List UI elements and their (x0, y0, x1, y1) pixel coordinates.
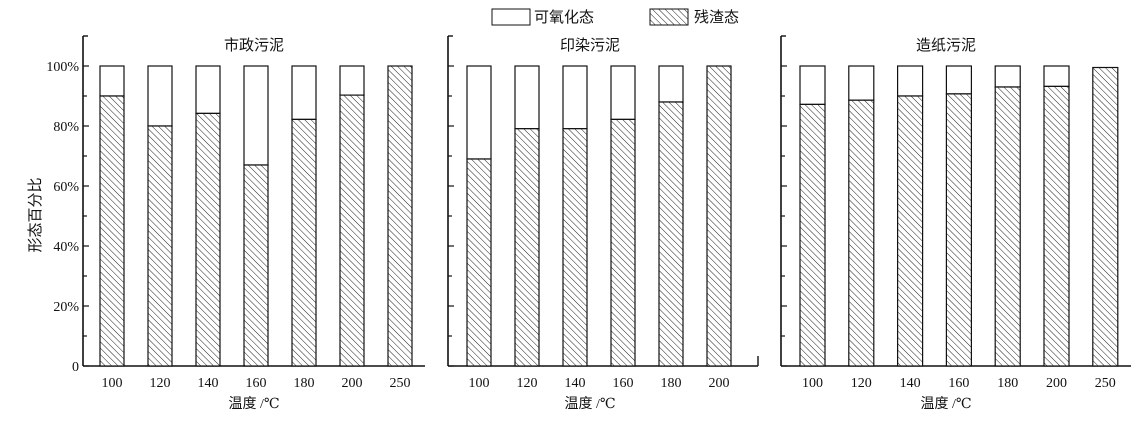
x-tick-label: 160 (613, 376, 634, 391)
x-tick-label: 200 (342, 376, 363, 391)
bar-oxidizable (994, 65, 1021, 88)
legend-swatch-residual (649, 8, 689, 26)
bar-residual (945, 93, 973, 367)
panel-title: 造纸污泥 (916, 37, 976, 54)
x-axis-label: 温度 /℃ (564, 396, 615, 412)
bar-group-120 (848, 65, 875, 367)
y-tick-label: 40% (53, 240, 79, 255)
x-axis-label: 温度 /℃ (228, 396, 279, 412)
y-tick-label: 60% (53, 180, 79, 195)
bar-oxidizable (799, 65, 826, 106)
panel-3: 造纸污泥 100 120 140 160 180 200 250 温度 /℃ (780, 35, 1131, 412)
bar-oxidizable (610, 65, 636, 121)
x-tick-label: 160 (948, 376, 969, 391)
bar-oxidizable (1043, 65, 1070, 87)
x-tick-label: 120 (150, 376, 171, 391)
x-tick-label: 120 (851, 376, 872, 391)
bar-residual (291, 118, 317, 367)
bar-oxidizable (147, 65, 173, 127)
x-tick-label: 250 (390, 376, 411, 391)
bar-residual (1043, 85, 1070, 367)
bar-group-200 (1043, 65, 1070, 367)
y-axis-label: 形态百分比 (27, 177, 44, 252)
bar-group-100 (99, 65, 125, 367)
y-tick-label: 80% (53, 120, 79, 135)
bar-residual (562, 128, 588, 367)
x-tick-label: 100 (102, 376, 123, 391)
x-tick-label: 180 (661, 376, 682, 391)
legend-label-residual: 残渣态 (694, 9, 739, 26)
bar-residual (147, 125, 173, 367)
bar-residual (339, 94, 365, 367)
bar-oxidizable (658, 65, 684, 103)
bar-oxidizable (99, 65, 125, 97)
bar-oxidizable (514, 65, 540, 130)
bar-oxidizable (243, 65, 269, 166)
bar-residual (99, 95, 125, 367)
y-tick-label: 100% (46, 60, 79, 75)
y-tick-label: 0 (72, 360, 79, 375)
bar-group-120 (514, 65, 540, 367)
x-tick-label: 100 (802, 376, 823, 391)
bar-group-180 (291, 65, 317, 367)
legend: 可氧化态 残渣态 (491, 8, 739, 26)
bar-oxidizable (195, 65, 221, 115)
bar-oxidizable (291, 65, 317, 121)
x-tick-label: 140 (565, 376, 586, 391)
x-tick-label: 160 (246, 376, 267, 391)
panel-2: 印染污泥 100 120 140 160 180 200 温度 /℃ (447, 35, 759, 412)
bar-group-200 (339, 65, 365, 367)
bar-group-160 (243, 65, 269, 367)
x-tick-label: 180 (294, 376, 315, 391)
bar-group-140 (896, 65, 924, 367)
bar-group-200 (706, 65, 732, 367)
y-tick-label: 20% (53, 300, 79, 315)
bar-residual (706, 65, 732, 367)
legend-swatch-oxidizable (491, 8, 531, 26)
bar-residual (1092, 66, 1119, 367)
x-tick-label: 180 (997, 376, 1018, 391)
x-tick-label: 200 (1046, 376, 1067, 391)
bar-oxidizable (339, 65, 365, 96)
bar-oxidizable (848, 65, 875, 101)
x-axis-label: 温度 /℃ (920, 396, 971, 412)
bar-residual (896, 95, 924, 367)
bar-oxidizable (945, 65, 973, 95)
bar-residual (658, 101, 684, 367)
bar-group-160 (945, 65, 973, 367)
bar-group-180 (994, 65, 1021, 367)
bar-residual (195, 112, 221, 367)
legend-label-oxidizable: 可氧化态 (534, 9, 594, 26)
bar-group-140 (195, 65, 221, 367)
bar-group-100 (466, 65, 492, 367)
panel-title: 市政污泥 (224, 37, 284, 54)
bar-group-180 (658, 65, 684, 367)
bar-oxidizable (466, 65, 492, 160)
x-tick-label: 120 (517, 376, 538, 391)
bar-residual (799, 103, 826, 367)
bar-group-250 (1092, 66, 1119, 367)
bar-oxidizable (562, 65, 588, 130)
x-tick-label: 100 (469, 376, 490, 391)
bar-group-120 (147, 65, 173, 367)
x-tick-label: 250 (1095, 376, 1116, 391)
bar-residual (466, 158, 492, 367)
x-tick-label: 200 (709, 376, 730, 391)
panel-1: 0 20% 40% 60% 80% 100% 市政污泥 100 120 140 160 180 200 2… (46, 35, 425, 412)
bar-group-100 (799, 65, 826, 367)
bar-group-160 (610, 65, 636, 367)
x-tick-label: 140 (900, 376, 921, 391)
bar-residual (243, 164, 269, 367)
bar-oxidizable (896, 65, 924, 97)
bar-residual (994, 86, 1021, 367)
bar-residual (848, 99, 875, 367)
panel-title: 印染污泥 (560, 37, 620, 54)
bar-group-250 (387, 65, 413, 367)
bar-residual (610, 118, 636, 367)
bar-residual (514, 128, 540, 367)
bar-group-140 (562, 65, 588, 367)
x-tick-label: 140 (198, 376, 219, 391)
bar-residual (387, 65, 413, 367)
